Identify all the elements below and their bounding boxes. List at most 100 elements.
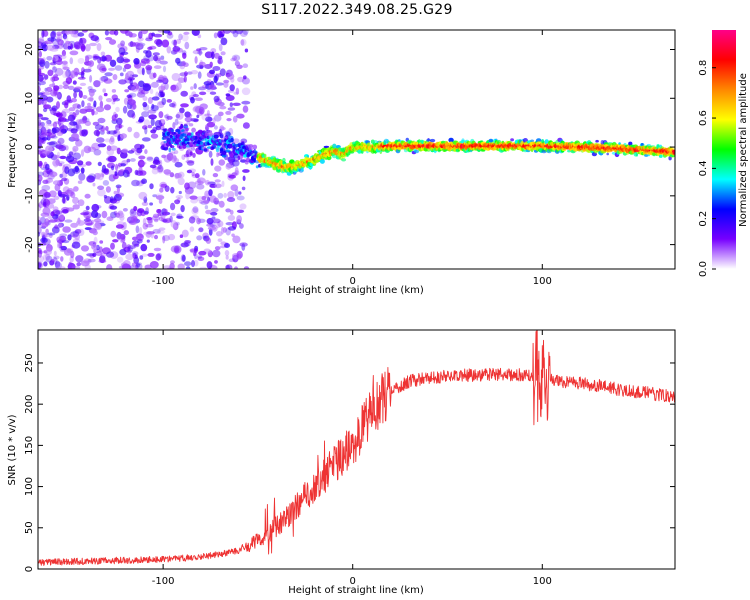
snr-y-ticks: 0 50 100 150 200 250 — [24, 353, 675, 572]
spectrogram-noise-cell — [41, 137, 49, 141]
spectrogram-noise-cell — [59, 173, 64, 178]
spectrogram-noise-cell — [47, 69, 54, 77]
spectrogram-noise-cell — [232, 159, 240, 167]
spectrogram-ridge-cell — [230, 137, 234, 143]
spectrogram-ridge-cell — [248, 144, 253, 148]
spectrogram-noise-cell — [136, 209, 143, 217]
spectrogram-noise-cell — [172, 222, 179, 231]
spectrogram-noise-cell — [205, 237, 212, 244]
spectrogram-noise-cell — [81, 100, 85, 108]
spectrogram-noise-cell — [132, 42, 141, 47]
spectrogram-ridge-cell — [595, 139, 599, 143]
spectrogram-noise-cell — [180, 205, 185, 213]
spectrogram-noise-cell — [66, 194, 70, 201]
spectrogram-noise-cell — [112, 173, 119, 180]
spectrogram-noise-cell — [181, 229, 189, 238]
spectrogram-noise-cell — [130, 208, 135, 214]
spectrogram-noise-cell — [38, 175, 43, 182]
spectrogram-noise-cell — [142, 218, 147, 225]
spectrogram-noise-cell — [57, 39, 64, 46]
spectrogram-noise-cell — [97, 185, 105, 190]
spectrogram-noise-cell — [194, 180, 204, 185]
spectrogram-ridge-cell — [200, 141, 204, 146]
spectrogram-noise-cell — [75, 109, 80, 116]
spectrogram-noise-cell — [161, 75, 168, 83]
spectrogram-noise-cell — [157, 30, 164, 33]
spectrogram-noise-cell — [97, 117, 106, 124]
spectrogram-noise-cell — [174, 161, 183, 168]
colorbar-tick-label: 0.6 — [698, 110, 709, 126]
spectrogram-noise-cell — [192, 152, 196, 158]
spectrogram-noise-cell — [169, 151, 176, 155]
spectrogram-noise-cell — [173, 39, 177, 48]
spectrogram-noise-cell — [244, 48, 249, 53]
spectrogram-noise-cell — [183, 31, 190, 35]
spectrogram-noise-cell — [72, 152, 81, 160]
spectrogram-noise-cell — [213, 114, 222, 122]
spectrogram-ridge-cell — [225, 131, 231, 137]
spectrogram-noise-cell — [64, 70, 69, 78]
spectrogram-noise-cell — [152, 52, 160, 56]
spectrogram-noise-cell — [65, 41, 72, 48]
spectrogram-noise-cell — [234, 167, 239, 175]
colorbar-ticks: 0.0 0.2 0.4 0.6 0.8 — [698, 60, 716, 277]
spectrogram-noise-cell — [112, 74, 118, 81]
spectrogram-noise-cell — [46, 200, 51, 206]
spectrogram-noise-cell — [87, 97, 94, 102]
spectrogram-noise-cell — [153, 33, 163, 38]
spectrogram-noise-cell — [152, 228, 161, 234]
spectrogram-noise-cell — [72, 80, 77, 85]
spectrogram-noise-cell — [76, 160, 84, 166]
spectrogram-noise-cell — [222, 227, 227, 233]
spectrogram-noise-cell — [73, 186, 79, 192]
spectrogram-noise-cell — [150, 232, 154, 239]
spectrogram-noise-cell — [166, 46, 172, 54]
spectrogram-noise-cell — [186, 160, 195, 166]
spectrogram-ridge-cell — [191, 127, 197, 133]
spectrogram-noise-cell — [183, 75, 187, 83]
spectrogram-noise-cell — [161, 97, 167, 106]
y-tick-label: 200 — [24, 395, 35, 414]
x-tick-label: -100 — [152, 576, 175, 587]
spectrogram-noise-cell — [38, 50, 42, 58]
spectrogram-noise-cell — [42, 253, 51, 262]
spectrogram-noise-cell — [50, 89, 58, 97]
spectrogram-noise-cell — [79, 108, 88, 114]
spectrogram-ridge-cell — [323, 145, 330, 149]
spectrogram-noise-cell — [40, 42, 47, 49]
spectrogram-noise-cell — [62, 33, 68, 40]
spectrogram-noise-cell — [146, 217, 153, 221]
spectrogram-noise-cell — [53, 85, 60, 91]
spectrogram-noise-cell — [72, 196, 79, 205]
spectrogram-noise-cell — [184, 41, 190, 50]
spectrogram-noise-cell — [213, 75, 218, 84]
y-tick-label: -10 — [24, 188, 35, 204]
spectrogram-ridge-cell — [186, 141, 190, 145]
spectrogram-noise-cell — [163, 265, 171, 269]
spectrogram-noise-cell — [48, 107, 54, 112]
spectrogram-noise-cell — [184, 111, 191, 118]
spectrogram-noise-cell — [38, 219, 41, 225]
spectrogram-noise-cell — [49, 171, 58, 177]
spectrogram-noise-cell — [93, 149, 102, 156]
spectrogram-ridge-cell — [166, 131, 171, 136]
spectrogram-ridge-cell — [170, 128, 175, 133]
spectrogram-noise-cell — [243, 75, 247, 80]
spectrogram-noise-cell — [189, 195, 198, 200]
spectrogram-noise-cell — [227, 107, 236, 111]
spectrogram-ridge-cell — [183, 123, 188, 127]
spectrogram-noise-cell — [161, 154, 167, 159]
spectrogram-noise-cell — [205, 179, 210, 186]
spectrogram-noise-cell — [201, 195, 207, 201]
spectrogram-noise-cell — [204, 205, 209, 210]
spectrogram-noise-cell — [38, 121, 41, 129]
spectrogram-noise-cell — [91, 203, 100, 212]
spectrogram-noise-cell — [131, 262, 137, 267]
spectrogram-noise-cell — [48, 190, 57, 198]
spectrogram-noise-cell — [162, 65, 167, 73]
spectrogram-noise-cell — [126, 94, 132, 99]
spectrogram-noise-cell — [160, 83, 166, 91]
spectrogram-noise-cell — [137, 159, 145, 168]
spectrogram-noise-cell — [163, 169, 171, 175]
spectrogram-noise-cell — [73, 41, 81, 50]
